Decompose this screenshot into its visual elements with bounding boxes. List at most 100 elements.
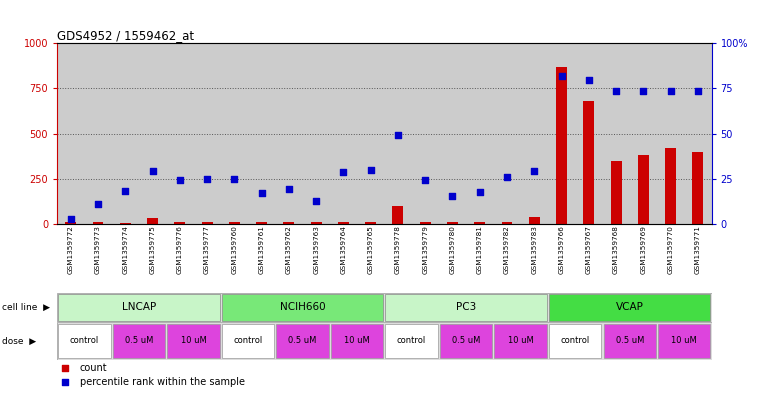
Bar [603, 324, 656, 358]
Bar [440, 324, 492, 358]
Bar [119, 222, 131, 224]
Point [337, 169, 349, 176]
Bar [584, 101, 594, 224]
Bar [112, 43, 139, 224]
Point [610, 88, 622, 94]
Text: 10 uM: 10 uM [344, 336, 370, 345]
Point [174, 176, 186, 183]
Bar [357, 43, 384, 224]
Point [146, 167, 158, 174]
Text: 10 uM: 10 uM [508, 336, 533, 345]
Bar [501, 222, 512, 224]
Text: count: count [80, 364, 107, 373]
Text: 10 uM: 10 uM [180, 336, 206, 345]
Bar [665, 148, 676, 224]
Bar [412, 43, 439, 224]
Bar [93, 222, 103, 224]
Bar [549, 324, 601, 358]
Point [201, 176, 213, 182]
Bar [638, 155, 649, 224]
Text: 10 uM: 10 uM [671, 336, 697, 345]
Bar [439, 43, 466, 224]
Bar [466, 43, 493, 224]
Point [92, 201, 104, 207]
Bar [57, 43, 84, 224]
Bar [521, 43, 548, 224]
Bar [447, 222, 458, 224]
Text: GDS4952 / 1559462_at: GDS4952 / 1559462_at [57, 29, 194, 42]
Bar [310, 222, 322, 224]
Bar [221, 43, 248, 224]
Bar [684, 43, 712, 224]
Bar [529, 217, 540, 224]
Text: VCAP: VCAP [616, 302, 644, 312]
Point [447, 193, 459, 199]
Bar [338, 222, 349, 224]
Point [501, 174, 513, 180]
Point [256, 190, 268, 196]
Point [473, 189, 486, 195]
Point [583, 77, 595, 83]
Text: 0.5 uM: 0.5 uM [616, 336, 644, 345]
Bar [167, 324, 220, 358]
Point [664, 88, 677, 94]
Bar [556, 67, 567, 224]
Bar [283, 222, 295, 224]
Bar [221, 294, 384, 321]
Point [310, 197, 322, 204]
Bar [393, 206, 403, 224]
Point [283, 185, 295, 192]
Bar [276, 324, 329, 358]
Bar [420, 222, 431, 224]
Point [119, 187, 132, 194]
Bar [384, 43, 412, 224]
Bar [630, 43, 657, 224]
Point [556, 73, 568, 79]
Bar [139, 43, 166, 224]
Bar [174, 222, 185, 224]
Bar [575, 43, 603, 224]
Bar [693, 152, 703, 224]
Bar [303, 43, 330, 224]
Point [65, 216, 77, 222]
Bar [331, 324, 384, 358]
Bar [147, 218, 158, 224]
Point [450, 184, 462, 190]
Point [365, 167, 377, 173]
Bar [495, 324, 547, 358]
Bar [58, 324, 110, 358]
Point [637, 88, 649, 94]
Bar [275, 43, 303, 224]
Text: percentile rank within the sample: percentile rank within the sample [80, 377, 245, 387]
Bar [548, 43, 575, 224]
Bar [549, 294, 711, 321]
Bar [610, 161, 622, 224]
Text: control: control [70, 336, 99, 345]
Bar [84, 43, 112, 224]
Bar [657, 43, 684, 224]
Bar [248, 43, 275, 224]
Point [419, 176, 431, 183]
Bar [658, 324, 711, 358]
Text: cell line  ▶: cell line ▶ [2, 303, 50, 312]
Text: control: control [397, 336, 426, 345]
Point [450, 304, 462, 310]
Text: PC3: PC3 [456, 302, 476, 312]
Bar [113, 324, 165, 358]
Text: NCIH660: NCIH660 [280, 302, 325, 312]
Bar [330, 43, 357, 224]
Bar [193, 43, 221, 224]
Text: 0.5 uM: 0.5 uM [125, 336, 153, 345]
Bar [474, 222, 486, 224]
Bar [65, 222, 76, 224]
Bar [603, 43, 630, 224]
Text: control: control [561, 336, 590, 345]
Point [228, 176, 240, 182]
Bar [385, 294, 547, 321]
Text: 0.5 uM: 0.5 uM [452, 336, 480, 345]
Bar [385, 324, 438, 358]
Text: LNCAP: LNCAP [122, 302, 156, 312]
Bar [365, 222, 376, 224]
Bar [256, 222, 267, 224]
Text: control: control [234, 336, 263, 345]
